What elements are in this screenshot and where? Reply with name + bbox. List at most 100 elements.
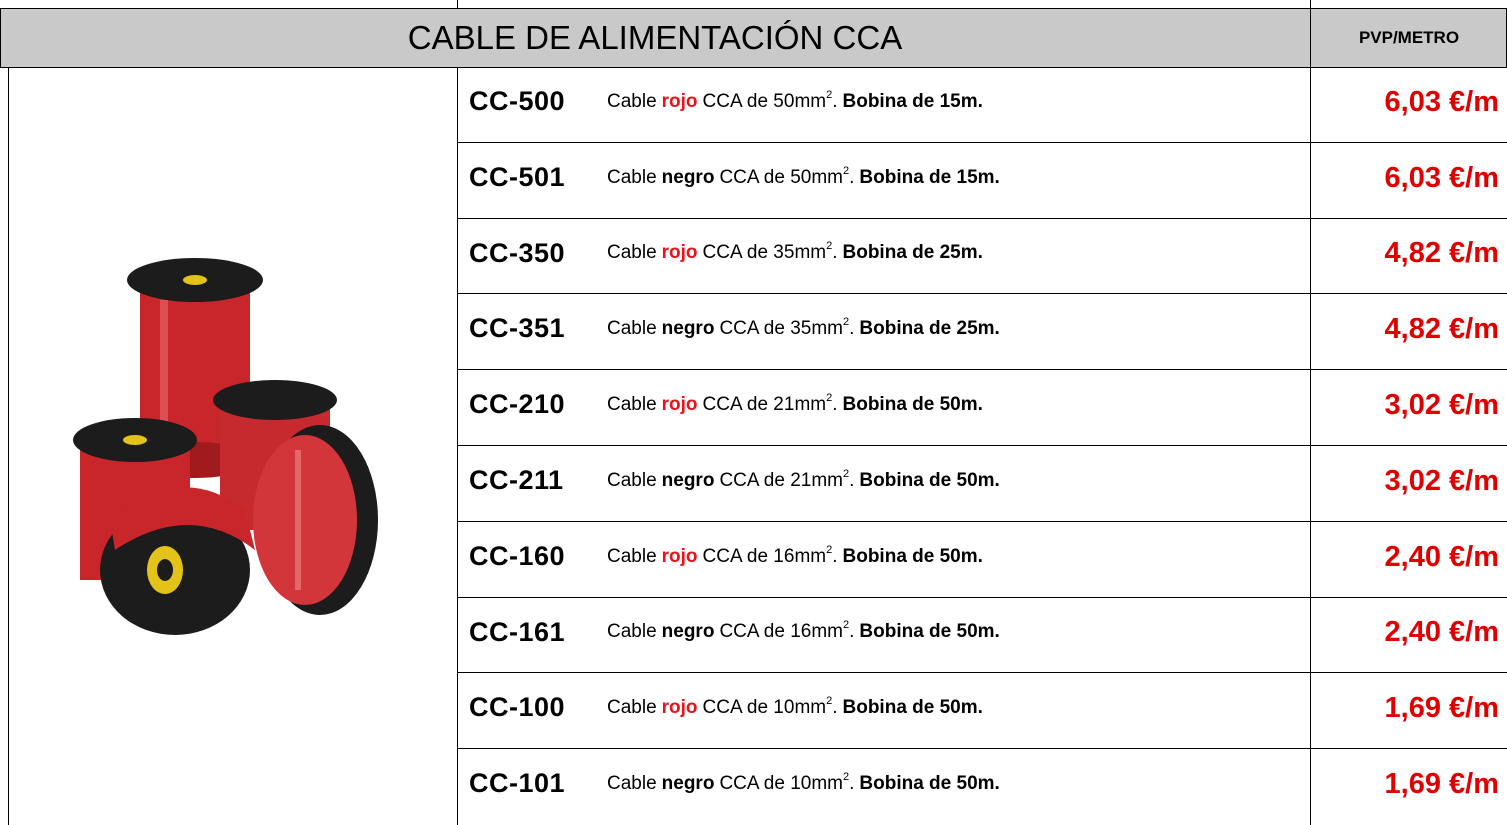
- description: Cable negro CCA de 50mm2. Bobina de 15m.: [607, 164, 1000, 189]
- superscript: 2: [826, 392, 833, 405]
- price: 2,40 €/m: [1384, 616, 1499, 649]
- desc-prefix: Cable: [607, 166, 657, 188]
- row: CC-351 Cable negro CCA de 35mm2. Bobina de 2…: [457, 294, 1507, 371]
- product-code: CC-351: [469, 313, 566, 344]
- cable-color: rojo: [661, 545, 698, 567]
- description: Cable rojo CCA de 50mm2. Bobina de 15m.: [607, 88, 983, 113]
- desc-section: CCA de 16mm: [719, 621, 843, 643]
- desc-dot: .: [849, 318, 855, 340]
- price: 3,02 €/m: [1384, 464, 1499, 497]
- description: Cable rojo CCA de 16mm2. Bobina de 50m.: [607, 543, 983, 568]
- price: 6,03 €/m: [1384, 85, 1499, 118]
- price: 6,03 €/m: [1384, 161, 1499, 194]
- desc-prefix: Cable: [607, 394, 657, 416]
- product-image: [73, 258, 378, 635]
- reel-length: Bobina de 50m.: [859, 469, 1000, 491]
- product-code: CC-500: [469, 86, 566, 116]
- title: CABLE DE ALIMENTACIÓN CCA: [407, 19, 903, 56]
- desc-prefix: Cable: [607, 469, 657, 491]
- reel-length: Bobina de 25m.: [859, 318, 1000, 340]
- border: [457, 67, 458, 825]
- reel-length: Bobina de 50m.: [842, 697, 983, 719]
- product-code: CC-101: [469, 768, 566, 799]
- row: CC-100 Cable rojo CCA de 10mm2. Bobina de 50…: [457, 673, 1507, 750]
- price-heading: PVP/METRO: [1310, 8, 1507, 68]
- price: 4,82 €/m: [1384, 313, 1499, 346]
- row: CC-500 Cable rojo CCA de 50mm2. Bobina de 15…: [457, 67, 1507, 143]
- superscript: 2: [826, 543, 833, 556]
- desc-dot: .: [849, 166, 855, 188]
- price: 3,02 €/m: [1384, 389, 1499, 422]
- description: Cable negro CCA de 21mm2. Bobina de 50m.: [607, 467, 1000, 492]
- cable-color: negro: [661, 469, 715, 491]
- price: 1,69 €/m: [1384, 692, 1499, 725]
- cable-color: negro: [661, 773, 715, 795]
- cable-color: rojo: [661, 697, 698, 719]
- spool: [253, 425, 378, 615]
- row: CC-160 Cable rojo CCA de 16mm2. Bobina de 50…: [457, 522, 1507, 598]
- price: 2,40 €/m: [1384, 540, 1499, 573]
- row: CC-210 Cable rojo CCA de 21mm2. Bobina de 50…: [457, 370, 1507, 446]
- desc-prefix: Cable: [607, 242, 657, 264]
- product-code: CC-160: [469, 540, 566, 571]
- desc-prefix: Cable: [607, 773, 657, 795]
- superscript: 2: [842, 164, 850, 177]
- cable-color: rojo: [661, 242, 698, 264]
- desc-section: CCA de 35mm: [702, 242, 827, 264]
- product-code: CC-100: [469, 692, 566, 723]
- description: Cable negro CCA de 10mm2. Bobina de 50m.: [607, 771, 1000, 795]
- reel-length: Bobina de 15m.: [842, 90, 983, 112]
- superscript: 2: [842, 771, 850, 784]
- reel-length: Bobina de 50m.: [842, 394, 983, 416]
- superscript: 2: [826, 240, 833, 253]
- desc-dot: .: [832, 394, 838, 416]
- desc-prefix: Cable: [607, 318, 657, 340]
- reel-length: Bobina de 50m.: [842, 545, 983, 567]
- row: CC-161 Cable negro CCA de 16mm2. Bobina de 5…: [457, 598, 1507, 674]
- cable-color: negro: [661, 621, 715, 643]
- description: Cable negro CCA de 16mm2. Bobina de 50m.: [607, 619, 1000, 643]
- desc-section: CCA de 35mm: [719, 318, 843, 340]
- superscript: 2: [826, 695, 833, 708]
- desc-dot: .: [832, 545, 838, 567]
- cable-color: rojo: [661, 90, 698, 112]
- reel-length: Bobina de 50m.: [859, 773, 1000, 795]
- desc-dot: .: [849, 469, 855, 491]
- row: CC-350 Cable rojo CCA de 35mm2. Bobina de 25…: [457, 219, 1507, 295]
- desc-prefix: Cable: [607, 545, 657, 567]
- cable-color: negro: [661, 166, 715, 188]
- border: [1310, 0, 1311, 8]
- superscript: 2: [842, 467, 850, 480]
- description: Cable rojo CCA de 10mm2. Bobina de 50m.: [607, 695, 983, 719]
- desc-prefix: Cable: [607, 697, 657, 719]
- desc-section: CCA de 50mm: [702, 90, 827, 112]
- superscript: 2: [826, 88, 833, 101]
- desc-dot: .: [832, 90, 838, 112]
- reel-length: Bobina de 25m.: [842, 242, 983, 264]
- desc-dot: .: [849, 621, 855, 643]
- desc-section: CCA de 10mm: [719, 773, 843, 795]
- price: 1,69 €/m: [1384, 768, 1499, 801]
- reel-length: Bobina de 15m.: [859, 166, 1000, 188]
- row: CC-501 Cable negro CCA de 50mm2. Bobina de 1…: [457, 143, 1507, 219]
- superscript: 2: [842, 619, 850, 632]
- header-bar: [0, 8, 1507, 68]
- desc-dot: .: [849, 773, 855, 795]
- desc-dot: .: [832, 697, 838, 719]
- spool: [100, 487, 255, 635]
- product-code: CC-501: [469, 161, 566, 192]
- desc-prefix: Cable: [607, 90, 657, 112]
- description: Cable negro CCA de 35mm2. Bobina de 25m.: [607, 316, 1000, 340]
- product-code: CC-210: [469, 389, 566, 420]
- row: CC-211 Cable negro CCA de 21mm2. Bobina de 5…: [457, 446, 1507, 522]
- desc-section: CCA de 50mm: [719, 166, 843, 188]
- desc-dot: .: [832, 242, 838, 264]
- cable-color: rojo: [661, 394, 698, 416]
- desc-section: CCA de 16mm: [702, 545, 827, 567]
- desc-prefix: Cable: [607, 621, 657, 643]
- product-code: CC-161: [469, 616, 566, 647]
- product-code: CC-211: [469, 465, 564, 495]
- description: Cable rojo CCA de 35mm2. Bobina de 25m.: [607, 240, 983, 264]
- row: CC-101 Cable negro CCA de 10mm2. Bobina de 5…: [457, 749, 1507, 825]
